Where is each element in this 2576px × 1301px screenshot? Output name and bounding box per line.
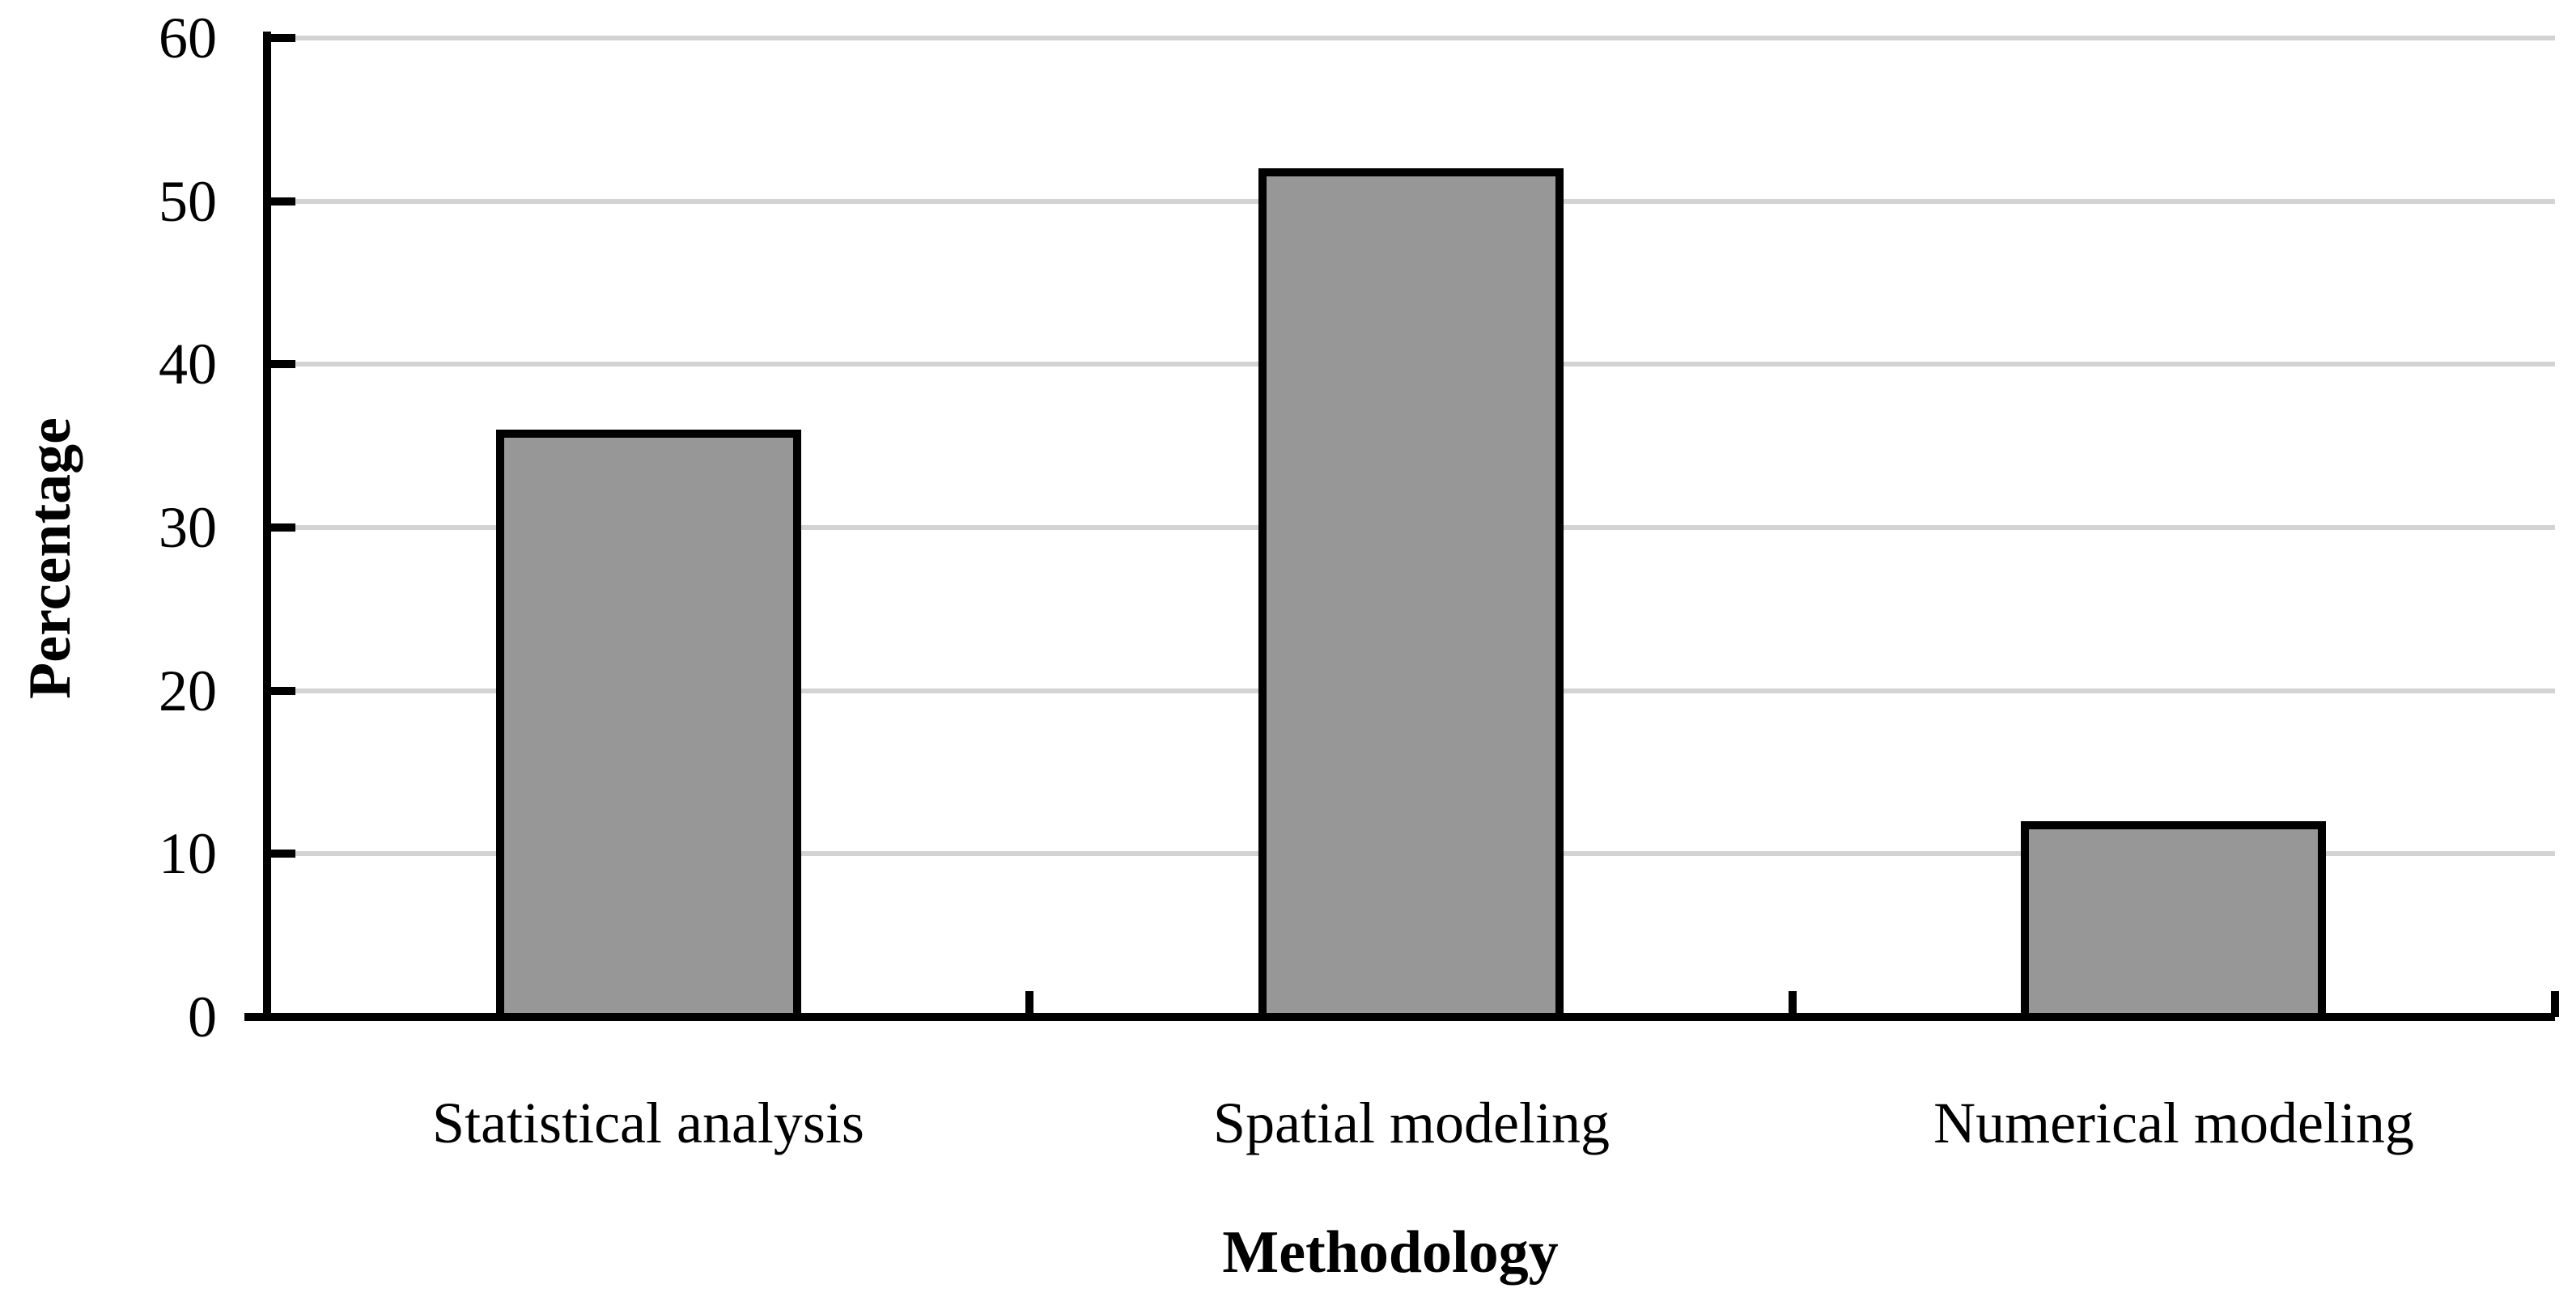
y-axis-title: Percentage bbox=[17, 417, 83, 699]
y-tick-label-30: 30 bbox=[159, 495, 217, 560]
y-tick-label-50: 50 bbox=[159, 168, 217, 234]
y-axis-tick-30 bbox=[271, 523, 295, 532]
x-axis-boundary-tick-1 bbox=[1025, 991, 1033, 1017]
y-axis-tick-50 bbox=[271, 197, 295, 206]
y-axis-line bbox=[263, 32, 271, 1021]
y-tick-label-0: 0 bbox=[188, 985, 217, 1049]
y-axis-tick-20 bbox=[271, 686, 295, 695]
y-tick-label-10: 10 bbox=[159, 821, 217, 887]
y-axis-tick-60 bbox=[271, 34, 295, 42]
y-tick-label-60: 60 bbox=[159, 6, 217, 70]
y-tick-label-40: 40 bbox=[159, 332, 217, 397]
gridline-y-60 bbox=[267, 36, 2555, 40]
x-axis-boundary-tick-2 bbox=[1789, 991, 1797, 1017]
x-axis-line bbox=[244, 1013, 2555, 1021]
category-label-numerical-modeling: Numerical modeling bbox=[1933, 1091, 2414, 1155]
x-axis-boundary-tick-3 bbox=[2551, 991, 2559, 1017]
bar-numerical-modeling bbox=[2021, 821, 2326, 1021]
y-axis-tick-40 bbox=[271, 360, 295, 369]
category-label-spatial-modeling: Spatial modeling bbox=[1213, 1091, 1610, 1155]
bar-statistical-analysis bbox=[496, 430, 801, 1021]
x-axis-title: Methodology bbox=[1222, 1219, 1559, 1286]
y-axis-tick-10 bbox=[271, 850, 295, 858]
bar-spatial-modeling bbox=[1258, 168, 1564, 1021]
category-label-statistical-analysis: Statistical analysis bbox=[432, 1091, 864, 1155]
y-tick-label-20: 20 bbox=[159, 658, 217, 723]
